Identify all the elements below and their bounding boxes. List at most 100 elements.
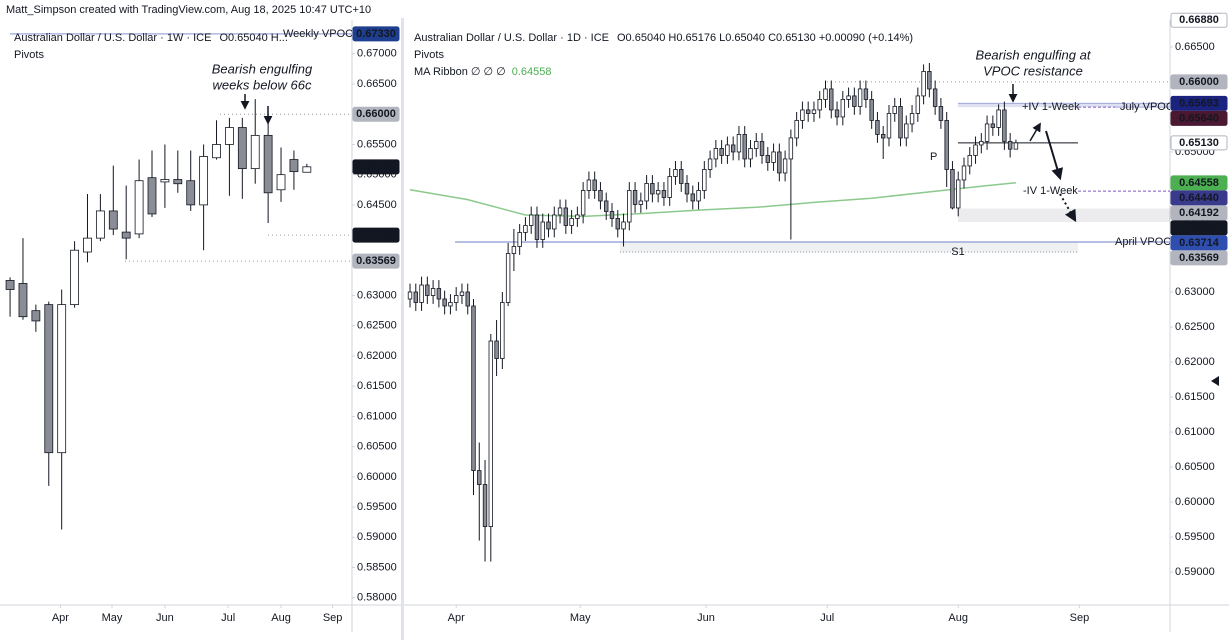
x-tick-label: May <box>102 612 123 624</box>
candle-body <box>881 134 886 139</box>
candle-body <box>160 179 170 183</box>
candle-body <box>644 183 649 202</box>
level-label: July VPOC <box>1120 101 1174 113</box>
candle-body <box>465 291 470 307</box>
candle-body <box>661 190 667 198</box>
candle-body <box>800 109 805 121</box>
y-tick-label: 0.61500 <box>357 380 397 392</box>
candle-body <box>44 304 54 454</box>
candle-body <box>83 237 92 253</box>
annotation-arrow <box>1029 122 1041 142</box>
candle-body <box>927 71 932 90</box>
level-label: Weekly VPOC <box>283 28 353 40</box>
candle-body <box>852 95 857 107</box>
annotation-text: Bearish engulfing at <box>976 47 1092 62</box>
candle-body <box>984 123 990 142</box>
price-tag <box>352 227 400 243</box>
y-tick-label: 0.61000 <box>357 410 397 422</box>
price-tag-label: 0.65130 <box>356 161 396 173</box>
candle-body <box>186 180 196 206</box>
candle-body <box>719 148 724 156</box>
ma-name: MA Ribbon ∅ ∅ ∅ <box>414 66 506 78</box>
candle-body <box>857 88 863 107</box>
candle-body <box>199 156 209 206</box>
candle-body <box>759 141 765 156</box>
candle-body <box>121 231 131 239</box>
y-tick-label: 0.59500 <box>357 501 397 513</box>
candle-body <box>31 310 41 322</box>
price-tag <box>1170 95 1228 111</box>
symbol-title: Australian Dollar / U.S. Dollar · 1D · I… <box>414 32 609 44</box>
candle-body <box>898 106 903 139</box>
candle-body <box>979 141 984 146</box>
candle-body <box>886 113 892 139</box>
price-tag <box>1170 220 1228 236</box>
candle-body <box>108 210 118 230</box>
ma-legend: MA Ribbon ∅ ∅ ∅ 0.64558 <box>414 66 552 78</box>
candle-body <box>453 295 459 303</box>
candle-body <box>95 210 105 239</box>
ma-line <box>409 182 1016 218</box>
candle-body <box>250 134 260 170</box>
candle-body <box>436 288 442 300</box>
x-tick-label: Apr <box>448 612 465 624</box>
candle-body <box>679 169 684 184</box>
candle-body <box>407 291 413 300</box>
candle-body <box>950 169 955 209</box>
candle-body <box>586 179 592 191</box>
zone-band <box>958 103 1170 108</box>
ma-value: 0.64558 <box>512 66 552 78</box>
candle-body <box>534 214 540 240</box>
candle-body <box>823 88 828 100</box>
candle-body <box>419 284 424 303</box>
x-tick-label: Jun <box>697 612 715 624</box>
candle-body <box>915 95 921 114</box>
candle-body <box>225 127 234 145</box>
candle-body <box>276 174 286 191</box>
candle-body <box>742 134 747 160</box>
candle-body <box>289 159 299 173</box>
zone-band <box>620 242 1078 253</box>
candle-body <box>782 158 788 174</box>
candle-body <box>702 169 707 191</box>
candle-body <box>442 298 447 307</box>
y-tick-label: 0.58000 <box>357 592 397 604</box>
price-tag <box>352 26 400 42</box>
candle-body <box>173 179 183 185</box>
level-label: S1 <box>951 246 964 258</box>
candle-body <box>413 291 418 303</box>
x-tick-label: Apr <box>52 612 69 624</box>
candle-body <box>569 218 574 226</box>
candle-body <box>134 180 144 235</box>
price-tag-label: 0.64000 <box>356 229 396 241</box>
y-tick-label: 0.59000 <box>357 531 397 543</box>
candle-body <box>632 190 638 205</box>
candle-body <box>592 179 597 191</box>
candle-body <box>237 127 247 170</box>
candle-body <box>488 340 494 527</box>
candle-body <box>990 123 996 128</box>
overlay: Australian Dollar / U.S. Dollar · 1W · I… <box>14 12 1228 624</box>
plot-area: Weekly VPOC <box>5 28 353 530</box>
candle-body <box>811 109 817 114</box>
candle-body <box>598 190 603 202</box>
price-tag-label: 0.63569 <box>356 255 396 267</box>
symbol-title: Australian Dollar / U.S. Dollar · 1W · I… <box>14 32 211 44</box>
candle-body <box>477 470 482 485</box>
y-tick-label: 0.61500 <box>1175 391 1215 403</box>
candle-body <box>765 155 770 163</box>
candle-body <box>57 304 67 454</box>
candle-body <box>621 221 626 230</box>
candle-body <box>725 144 730 156</box>
y-tick-label: 0.61000 <box>1175 426 1215 438</box>
candle-body <box>736 134 742 153</box>
candle-body <box>904 123 909 139</box>
ohlc-values: O0.65040 H0.65176 L0.65040 C0.65130 +0.0… <box>617 32 913 44</box>
candle-body <box>505 253 511 303</box>
candle-body <box>448 302 453 307</box>
y-tick-label: 0.58500 <box>357 561 397 573</box>
x-tick-label: Jun <box>156 612 174 624</box>
candle-body <box>575 214 580 219</box>
